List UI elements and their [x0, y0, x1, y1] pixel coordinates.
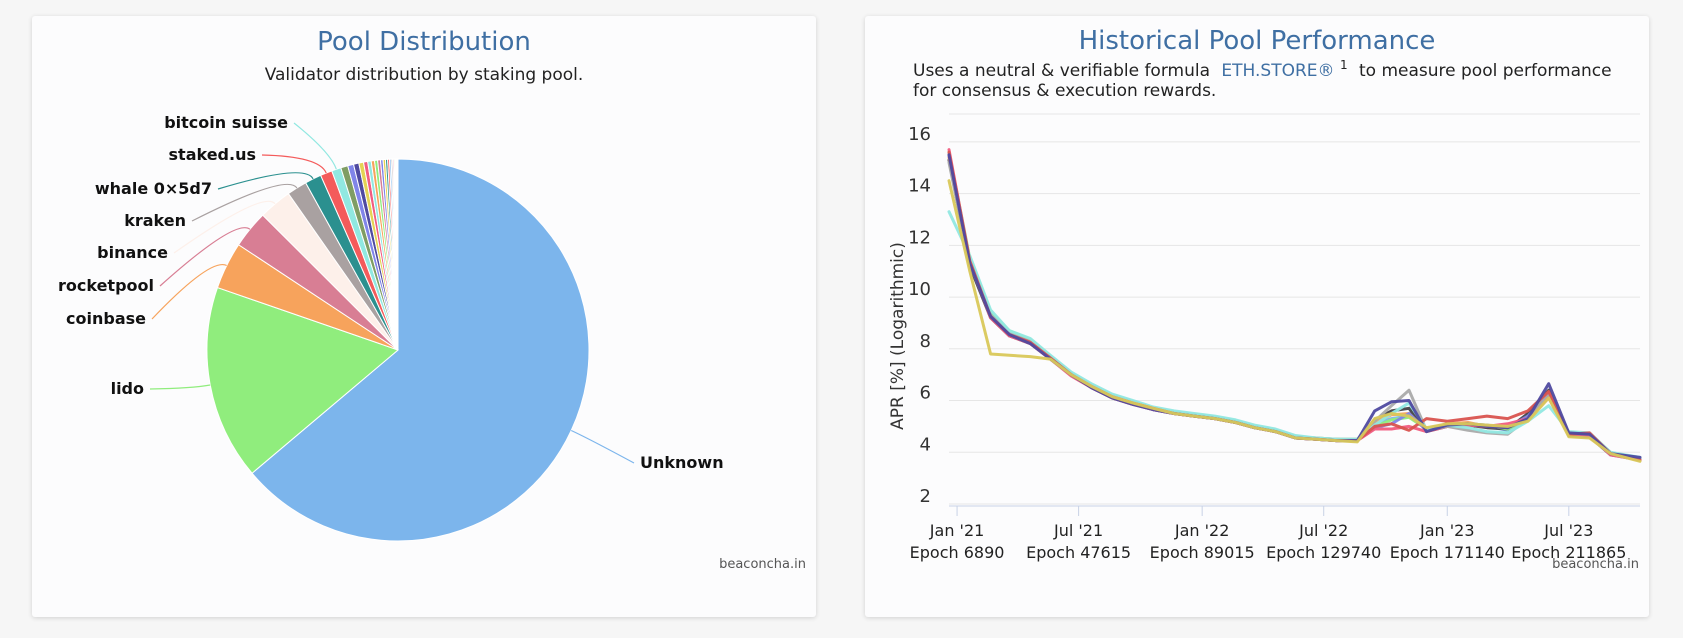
- y-tick-label-12: 12: [908, 227, 931, 248]
- subtitle-prefix: Uses a neutral & verifiable formula: [913, 61, 1210, 81]
- chart-credit[interactable]: beaconcha.in: [1552, 557, 1639, 572]
- x-tick-label-jan-23: Jan '23: [1419, 521, 1475, 540]
- subtitle-suffix: to measure pool performance: [1359, 61, 1612, 81]
- x-tick-label-jan-22: Jan '22: [1174, 521, 1230, 540]
- eth-store-link[interactable]: ETH.STORE®: [1221, 61, 1334, 81]
- pie-label-binance: binance: [97, 243, 168, 262]
- y-tick-label-14: 14: [908, 176, 931, 197]
- y-tick-label-16: 16: [908, 124, 931, 145]
- y-axis-title: APR [%] (Logarithmic): [888, 242, 908, 430]
- y-tick-label-4: 4: [920, 434, 931, 455]
- pie-label-unknown: Unknown: [640, 453, 724, 472]
- x-tick-label-jul-22: Jul '22: [1298, 521, 1348, 540]
- pie-connector-binance: [173, 200, 276, 254]
- pie-chart-subtitle: Validator distribution by staking pool.: [265, 65, 584, 85]
- pool-performance-chart: Historical Pool Performance Uses a neutr…: [888, 26, 1642, 572]
- pie-label-kraken: kraken: [124, 211, 186, 230]
- pie-label-coinbase: coinbase: [66, 309, 146, 328]
- pie-label-rocketpool: rocketpool: [58, 276, 154, 295]
- pie-label-bitcoin-suisse: bitcoin suisse: [164, 113, 288, 132]
- x-tick-epoch-epoch-89015: Epoch 89015: [1150, 543, 1255, 562]
- pie-connector-whale-0-5d7: [217, 172, 314, 190]
- x-tick-epoch-epoch-47615: Epoch 47615: [1026, 543, 1131, 562]
- pool-distribution-chart: Pool Distribution Validator distribution…: [58, 27, 806, 572]
- pie-connector-kraken: [191, 183, 298, 222]
- y-tick-label-6: 6: [920, 383, 931, 404]
- series-line-7[interactable]: [947, 210, 1642, 459]
- line-chart-title: Historical Pool Performance: [1079, 26, 1436, 56]
- x-tick-epoch-epoch-171140: Epoch 171140: [1390, 543, 1505, 562]
- pie-connector-staked-us: [261, 154, 327, 174]
- pie-chart-title: Pool Distribution: [317, 27, 531, 57]
- x-tick-label-jul-23: Jul '23: [1543, 521, 1593, 540]
- pie-connector-coinbase: [151, 263, 227, 320]
- pie-connector-unknown: [570, 429, 635, 464]
- y-tick-label-2: 2: [920, 486, 931, 507]
- x-tick-label-jul-21: Jul '21: [1053, 521, 1103, 540]
- pie-slice-unknown[interactable]: [251, 158, 590, 542]
- pie-label-lido: lido: [111, 379, 144, 398]
- eth-store-footnote: 1: [1340, 58, 1348, 72]
- y-tick-label-10: 10: [908, 279, 931, 300]
- x-tick-epoch-epoch-129740: Epoch 129740: [1266, 543, 1381, 562]
- pie-connector-bitcoin-suisse: [293, 122, 337, 170]
- pie-slice-other-29[interactable]: [396, 158, 399, 351]
- pie-connector-rocketpool: [159, 227, 251, 287]
- chart-credit[interactable]: beaconcha.in: [719, 557, 806, 572]
- series-line-10[interactable]: [947, 179, 1642, 463]
- pool-distribution-card: Pool Distribution Validator distribution…: [32, 16, 816, 617]
- line-chart-subtitle-line2: for consensus & execution rewards.: [913, 81, 1216, 101]
- pool-performance-card: Historical Pool Performance Uses a neutr…: [865, 16, 1649, 617]
- pie-label-whale-0-5d7: whale 0×5d7: [95, 179, 212, 198]
- y-tick-label-8: 8: [920, 331, 931, 352]
- line-chart-subtitle-line1: Uses a neutral & verifiable formula ETH.…: [913, 54, 1612, 81]
- x-tick-label-jan-21: Jan '21: [929, 521, 985, 540]
- x-tick-epoch-epoch-6890: Epoch 6890: [910, 543, 1005, 562]
- pie-label-staked-us: staked.us: [169, 145, 256, 164]
- pie-connector-lido: [149, 384, 211, 390]
- x-tick-epoch-epoch-211865: Epoch 211865: [1511, 543, 1626, 562]
